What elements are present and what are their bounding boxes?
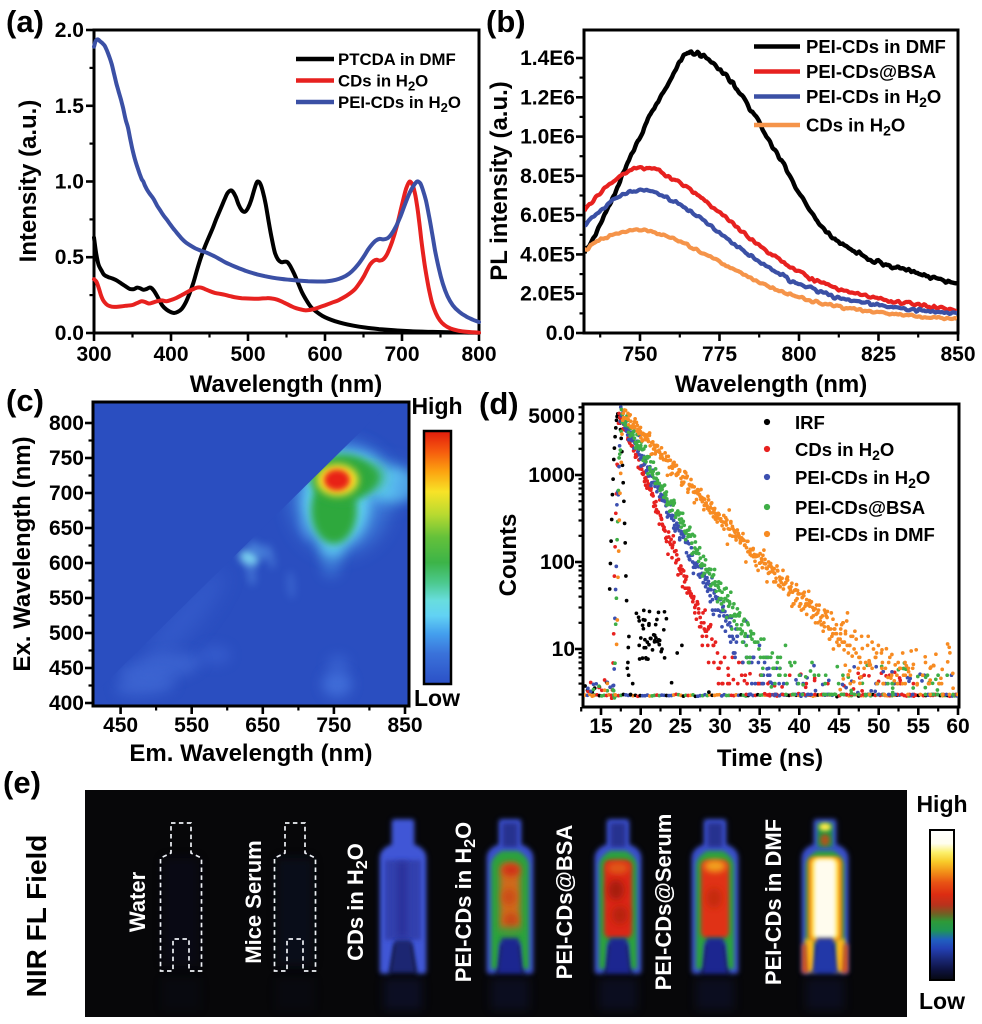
svg-text:0.5: 0.5 [55,246,85,269]
svg-text:15: 15 [589,715,613,738]
svg-text:PEI-CDs@BSA: PEI-CDs@BSA [795,497,925,518]
svg-text:Low: Low [919,988,965,1014]
svg-text:400: 400 [49,692,84,715]
svg-text:45: 45 [827,715,851,738]
svg-text:30: 30 [708,715,731,738]
svg-text:Time (ns): Time (ns) [717,745,823,772]
svg-text:(c): (c) [6,383,44,418]
svg-text:750: 750 [622,343,657,366]
svg-text:750: 750 [316,714,351,737]
svg-text:Counts: Counts [495,514,522,597]
svg-text:650: 650 [245,714,280,737]
svg-text:40: 40 [788,715,811,738]
svg-text:35: 35 [748,715,772,738]
svg-text:2.0: 2.0 [55,19,84,42]
svg-text:Water: Water [125,871,150,932]
svg-text:550: 550 [174,714,209,737]
svg-text:(d): (d) [479,386,519,421]
svg-text:100: 100 [540,551,575,574]
svg-text:PEI-CDs in DMF: PEI-CDs in DMF [761,819,786,985]
svg-text:800: 800 [49,412,84,435]
svg-text:600: 600 [307,343,342,366]
svg-text:Mice Serum: Mice Serum [241,840,266,964]
svg-text:775: 775 [702,343,737,366]
svg-text:700: 700 [384,343,419,366]
svg-text:PEI-CDs in H2O: PEI-CDs in H2O [338,93,461,115]
svg-text:Low: Low [414,685,460,711]
svg-text:700: 700 [49,482,84,505]
svg-text:850: 850 [387,714,422,737]
svg-text:PEI-CDs in DMF: PEI-CDs in DMF [795,524,935,545]
svg-text:1.5: 1.5 [55,95,85,118]
svg-text:5000: 5000 [528,405,575,428]
svg-text:850: 850 [940,343,975,366]
svg-text:450: 450 [103,714,138,737]
svg-text:PEI-CDs@BSA: PEI-CDs@BSA [806,61,936,82]
svg-text:CDs in H2O: CDs in H2O [343,843,371,961]
svg-text:Em. Wavelength (nm): Em. Wavelength (nm) [129,740,372,767]
svg-text:600: 600 [49,552,84,575]
svg-text:High: High [411,393,462,419]
svg-text:PEI-CDs@Serum: PEI-CDs@Serum [651,814,676,991]
svg-text:PL intensity (a.u.): PL intensity (a.u.) [486,81,513,281]
svg-text:400: 400 [153,343,188,366]
svg-text:CDs in H2O: CDs in H2O [338,72,428,94]
svg-text:1.2E6: 1.2E6 [520,86,575,109]
svg-text:PEI-CDs in H2O: PEI-CDs in H2O [806,86,941,110]
svg-text:(e): (e) [3,765,41,800]
svg-text:(a): (a) [6,4,44,39]
svg-text:500: 500 [49,622,84,645]
svg-text:450: 450 [49,657,84,680]
svg-text:60: 60 [946,715,969,738]
svg-text:550: 550 [49,587,84,610]
svg-text:(b): (b) [486,4,526,39]
svg-text:750: 750 [49,447,84,470]
svg-text:825: 825 [861,343,896,366]
svg-text:NIR FL Field: NIR FL Field [21,835,52,998]
svg-text:PEI-CDs in H2O: PEI-CDs in H2O [795,467,930,491]
svg-text:1.0E6: 1.0E6 [520,126,575,149]
svg-text:25: 25 [669,715,693,738]
svg-text:PEI-CDs in DMF: PEI-CDs in DMF [806,36,946,57]
svg-text:PTCDA in DMF: PTCDA in DMF [338,50,456,69]
svg-text:6.0E5: 6.0E5 [520,204,575,227]
svg-text:0.0: 0.0 [55,322,84,345]
svg-text:High: High [916,791,967,817]
svg-text:800: 800 [781,343,816,366]
svg-text:300: 300 [76,343,111,366]
svg-text:0.0: 0.0 [546,322,575,345]
svg-text:650: 650 [49,517,84,540]
svg-text:Wavelength (nm): Wavelength (nm) [190,371,382,398]
svg-text:CDs in H2O: CDs in H2O [795,439,894,463]
svg-text:800: 800 [461,343,496,366]
svg-text:8.0E5: 8.0E5 [520,165,575,188]
svg-text:1000: 1000 [528,464,575,487]
svg-text:500: 500 [230,343,265,366]
svg-text:Intensity (a.u.): Intensity (a.u.) [15,100,42,263]
svg-text:1.0: 1.0 [55,171,84,194]
svg-text:CDs in H2O: CDs in H2O [806,115,905,139]
svg-text:20: 20 [629,715,652,738]
svg-text:55: 55 [907,715,931,738]
svg-text:2.0E5: 2.0E5 [520,283,575,306]
svg-text:Wavelength (nm): Wavelength (nm) [675,371,867,398]
svg-text:10: 10 [552,638,575,661]
svg-text:1.4E6: 1.4E6 [520,47,575,70]
svg-text:IRF: IRF [795,412,825,433]
svg-text:PEI-CDs in H2O: PEI-CDs in H2O [451,822,479,983]
svg-text:50: 50 [867,715,890,738]
svg-text:PEI-CDs@BSA: PEI-CDs@BSA [552,825,577,980]
svg-text:Ex. Wavelength (nm): Ex. Wavelength (nm) [9,436,36,671]
svg-text:4.0E5: 4.0E5 [520,243,575,266]
